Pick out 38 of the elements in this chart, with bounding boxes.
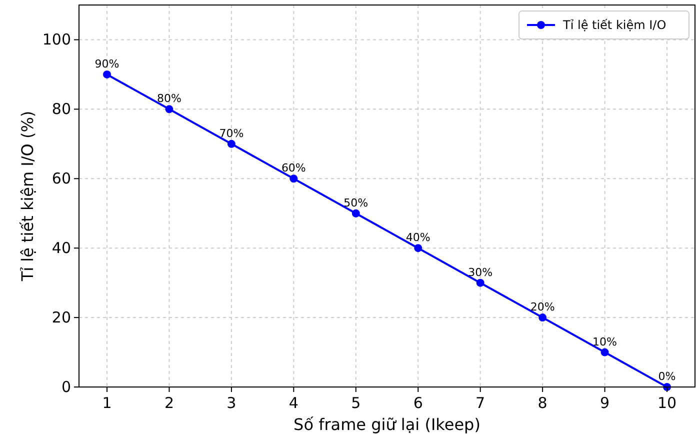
data-label: 40% [406,231,430,244]
data-label: 20% [530,300,555,314]
x-tick-label: 5 [351,394,361,412]
point [476,278,484,287]
x-tick-label: 9 [600,394,610,412]
y-tick-label: 40 [52,239,71,258]
x-axis-title: Số frame giữ lại (Ikeep) [294,415,480,434]
x-tick-label: 1 [102,394,112,412]
data-label: 80% [156,92,182,106]
y-tick-label: 60 [52,170,71,188]
y-axis-title: Tỉ lệ tiết kiệm I/O (%) [18,110,37,282]
legend-label: Tỉ lệ tiết kiệm I/O [562,18,666,32]
data-label: 0% [658,370,676,383]
point [290,174,298,183]
y-tick-label: 80 [52,100,71,118]
x-tick-label: 6 [413,394,423,412]
x-tick-label: 10 [657,394,677,412]
x-tick-label: 4 [288,394,298,412]
data-label: 70% [219,126,244,140]
x-tick-label: 7 [476,394,486,412]
point [103,70,111,78]
x-tick-label: 3 [226,394,236,412]
data-label: 10% [592,335,618,348]
point [414,244,422,252]
data-label: 60% [281,162,306,175]
y-tick-label: 100 [42,30,71,49]
y-tick-label: 20 [52,308,71,327]
point [227,140,236,148]
x-tick-label: 8 [538,394,548,412]
point [600,348,609,356]
data-label: 30% [468,266,493,279]
data-label: 90% [94,57,120,70]
x-tick-label: 2 [164,394,174,412]
data-label: 50% [344,196,368,210]
point [538,314,547,322]
y-tick-label: 0 [61,378,71,396]
point [352,209,360,218]
point [165,105,174,114]
